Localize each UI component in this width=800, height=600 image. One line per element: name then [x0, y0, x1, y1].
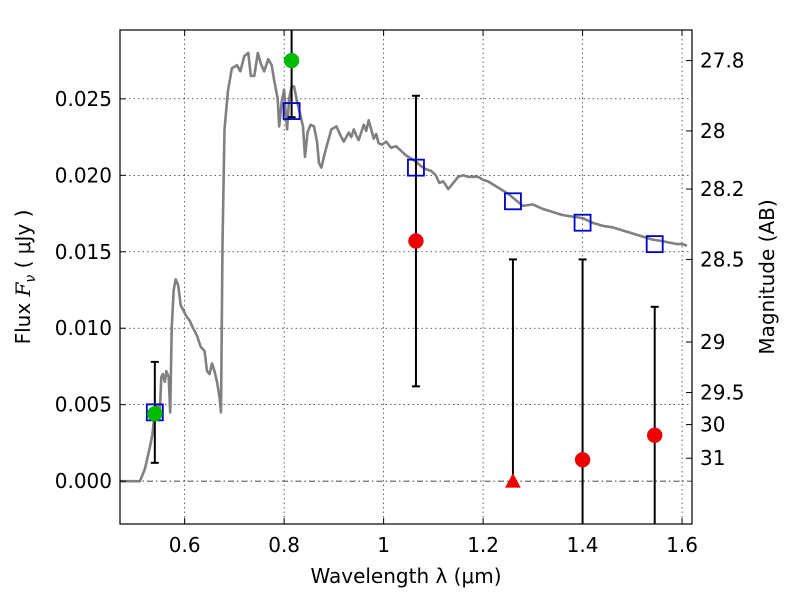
- model-point-square: [504, 192, 522, 211]
- magnitude-tick-label: 29: [700, 330, 725, 354]
- magnitude-axis-ticks: 27.8 28 28.2 28.5 29 29.5 30 31: [686, 49, 745, 470]
- observed-upper-limit-triangle: [505, 473, 521, 488]
- magnitude-tick-label: 28.5: [700, 247, 745, 271]
- model-point-square: [407, 158, 425, 177]
- magnitude-tick-label: 28.2: [700, 177, 745, 201]
- observed-point-circle: [283, 52, 300, 69]
- magnitude-tick-label: 27.8: [700, 49, 745, 73]
- x-axis-label: Wavelength λ (μm): [310, 564, 501, 588]
- y-axis-ticks: 0.000 0.005 0.010 0.015 0.020 0.025: [55, 87, 126, 493]
- magnitude-tick-label: 28: [700, 119, 725, 143]
- right-axis-label: Magnitude (AB): [755, 199, 779, 354]
- magnitude-tick-label: 31: [700, 446, 725, 470]
- x-tick-label: 0.6: [169, 533, 201, 557]
- magnitude-tick-label: 29.5: [700, 380, 745, 404]
- observed-point-circle: [646, 427, 663, 444]
- x-tick-label: 1.2: [467, 533, 499, 557]
- observed-point-circle: [408, 233, 424, 249]
- model-sed-line: [120, 51, 688, 483]
- observed-photometry-points: [147, 52, 663, 488]
- y-tick-label: 0.015: [55, 240, 112, 264]
- y-axis-label-suffix: ( μJy ): [11, 210, 35, 275]
- plot-frame: [119, 29, 693, 525]
- y-axis-label-symbol: F: [11, 281, 35, 297]
- y-axis-label-prefix: Flux: [11, 296, 35, 344]
- model-photometry-points: [145, 102, 664, 422]
- y-tick-label: 0.000: [55, 469, 112, 493]
- observed-point-circle: [574, 452, 591, 468]
- y-axis-label-subscript: ν: [23, 275, 39, 283]
- y-tick-label: 0.005: [55, 393, 112, 417]
- y-tick-label: 0.020: [55, 163, 112, 187]
- x-tick-label: 1.6: [666, 533, 698, 557]
- x-tick-label: 1.4: [567, 533, 599, 557]
- x-axis-ticks: 0.6 0.8 1 1.2 1.4 1.6: [169, 30, 698, 557]
- y-tick-label: 0.025: [55, 87, 112, 111]
- observed-point-circle: [147, 406, 163, 422]
- model-point-square: [645, 235, 664, 254]
- model-point-square: [573, 213, 592, 232]
- model-point-square: [282, 102, 301, 120]
- magnitude-tick-label: 30: [700, 413, 725, 437]
- x-tick-label: 1: [377, 533, 390, 557]
- grid-lines: [120, 30, 692, 524]
- model-sed-curve-group: [120, 51, 688, 483]
- y-axis-label: Flux Fν ( μJy ): [11, 210, 39, 345]
- y-tick-label: 0.010: [55, 316, 112, 340]
- x-tick-label: 0.8: [268, 533, 300, 557]
